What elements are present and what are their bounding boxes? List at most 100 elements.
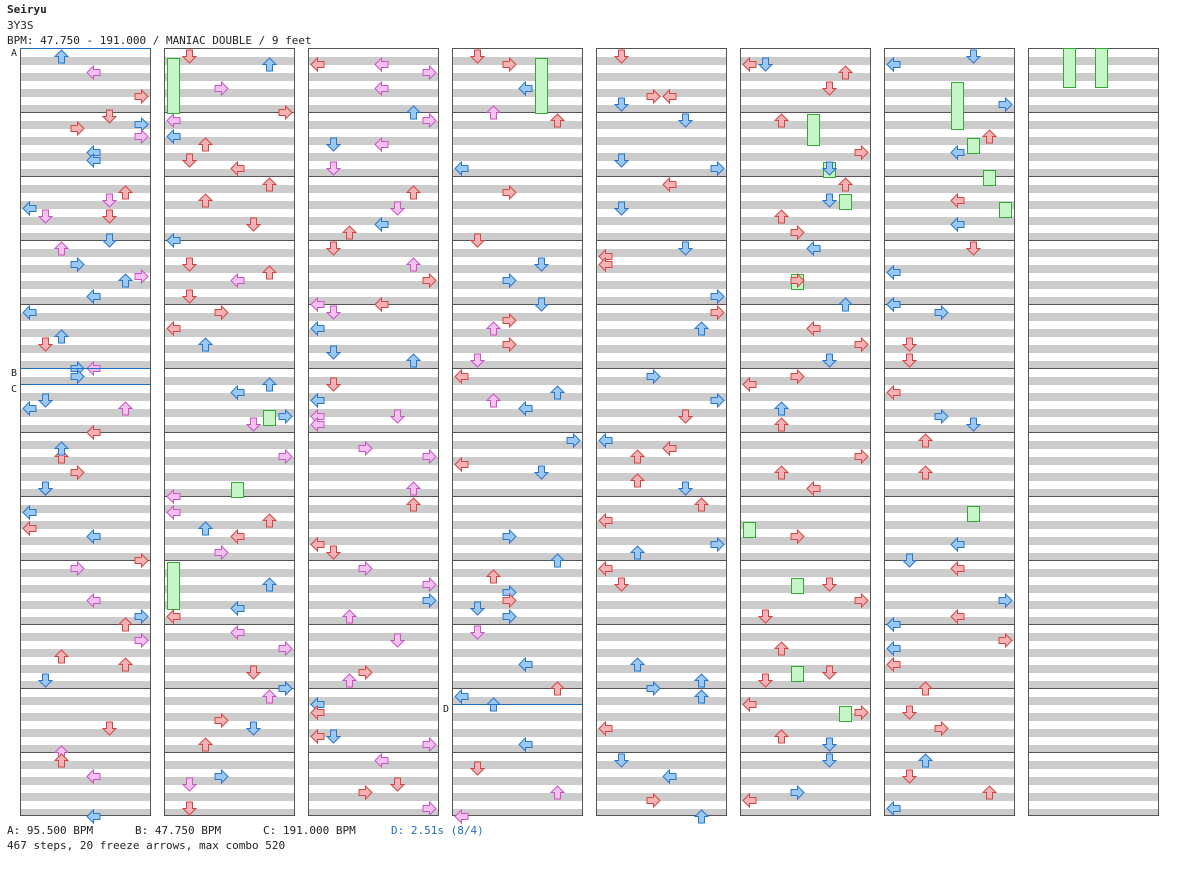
step-arrow-up-icon <box>694 321 709 336</box>
step-arrow-right-icon <box>502 609 517 624</box>
marker-label-c: C <box>11 384 18 395</box>
marker-label-b: B <box>11 368 18 379</box>
step-arrow-right-icon <box>934 721 949 736</box>
step-arrow-left-icon <box>742 57 757 72</box>
step-arrow-down-icon <box>614 753 629 768</box>
chart-column-2 <box>164 48 295 816</box>
step-arrow-right-icon <box>854 593 869 608</box>
step-arrow-left-icon <box>886 265 901 280</box>
step-arrow-down-icon <box>470 49 485 64</box>
step-arrow-right-icon <box>854 337 869 352</box>
step-arrow-up-icon <box>486 321 501 336</box>
step-arrow-left-icon <box>166 321 181 336</box>
measure-line <box>309 496 438 497</box>
measure-line <box>597 240 726 241</box>
step-arrow-up-icon <box>342 609 357 624</box>
step-arrow-up-icon <box>838 65 853 80</box>
measure-line <box>597 368 726 369</box>
freeze-arrow <box>807 114 820 146</box>
step-arrow-up-icon <box>694 809 709 824</box>
measure-line <box>309 624 438 625</box>
step-arrow-down-icon <box>38 393 53 408</box>
step-arrow-down-icon <box>822 737 837 752</box>
step-arrow-down-icon <box>902 705 917 720</box>
step-arrow-up-icon <box>550 785 565 800</box>
step-arrow-right-icon <box>70 561 85 576</box>
step-arrow-left-icon <box>310 297 325 312</box>
measure-line <box>597 176 726 177</box>
step-arrow-down-icon <box>534 257 549 272</box>
measure-line <box>885 624 1014 625</box>
chart-column-6 <box>740 48 871 816</box>
freeze-arrow <box>983 170 996 186</box>
step-arrow-right-icon <box>134 609 149 624</box>
step-arrow-down-icon <box>38 209 53 224</box>
step-arrow-up-icon <box>54 329 69 344</box>
measure-line <box>597 624 726 625</box>
step-arrow-down-icon <box>326 305 341 320</box>
step-arrow-down-icon <box>326 545 341 560</box>
step-arrow-down-icon <box>182 289 197 304</box>
measure-line <box>597 112 726 113</box>
step-arrow-left-icon <box>22 521 37 536</box>
step-arrow-right-icon <box>502 529 517 544</box>
step-arrow-up-icon <box>406 497 421 512</box>
step-arrow-up-icon <box>198 337 213 352</box>
step-arrow-up-icon <box>774 417 789 432</box>
marker-line-b <box>20 368 151 369</box>
step-arrow-right-icon <box>710 289 725 304</box>
step-arrow-left-icon <box>230 385 245 400</box>
step-arrow-left-icon <box>518 737 533 752</box>
step-arrow-up-icon <box>406 257 421 272</box>
step-arrow-down-icon <box>678 113 693 128</box>
step-arrow-down-icon <box>246 665 261 680</box>
measure-line <box>1029 240 1158 241</box>
step-arrow-up-icon <box>54 49 69 64</box>
measure-line <box>741 752 870 753</box>
measure-line <box>885 112 1014 113</box>
step-arrow-down-icon <box>822 665 837 680</box>
step-arrow-up-icon <box>630 657 645 672</box>
step-arrow-left-icon <box>662 441 677 456</box>
measure-line <box>885 176 1014 177</box>
step-arrow-down-icon <box>102 721 117 736</box>
step-arrow-left-icon <box>166 609 181 624</box>
step-arrow-down-icon <box>822 193 837 208</box>
step-arrow-left-icon <box>166 233 181 248</box>
step-arrow-left-icon <box>310 417 325 432</box>
marker-label-a: A <box>11 48 18 59</box>
measure-line <box>453 240 582 241</box>
step-arrow-left-icon <box>518 401 533 416</box>
step-arrow-right-icon <box>854 705 869 720</box>
step-arrow-up-icon <box>774 465 789 480</box>
step-arrow-right-icon <box>134 269 149 284</box>
step-arrow-down-icon <box>326 377 341 392</box>
chart-column-5 <box>596 48 727 816</box>
measure-line <box>309 752 438 753</box>
step-arrow-right-icon <box>710 537 725 552</box>
song-title: Seiryu <box>7 3 47 16</box>
step-arrow-up-icon <box>54 649 69 664</box>
measure-line <box>309 176 438 177</box>
step-arrow-left-icon <box>742 697 757 712</box>
step-arrow-left-icon <box>454 809 469 824</box>
measure-line <box>885 368 1014 369</box>
step-arrow-right-icon <box>422 737 437 752</box>
freeze-arrow <box>743 522 756 538</box>
step-arrow-down-icon <box>534 297 549 312</box>
step-arrow-down-icon <box>614 201 629 216</box>
step-arrow-up-icon <box>774 401 789 416</box>
step-arrow-up-icon <box>774 641 789 656</box>
step-arrow-up-icon <box>694 673 709 688</box>
step-arrow-left-icon <box>806 241 821 256</box>
step-arrow-left-icon <box>374 753 389 768</box>
measure-line <box>741 688 870 689</box>
step-arrow-down-icon <box>758 609 773 624</box>
step-arrow-left-icon <box>518 81 533 96</box>
measure-line <box>1029 688 1158 689</box>
step-arrow-right-icon <box>710 161 725 176</box>
freeze-arrow <box>967 506 980 522</box>
step-arrow-right-icon <box>422 801 437 816</box>
step-arrow-right-icon <box>502 593 517 608</box>
step-arrow-down-icon <box>182 777 197 792</box>
